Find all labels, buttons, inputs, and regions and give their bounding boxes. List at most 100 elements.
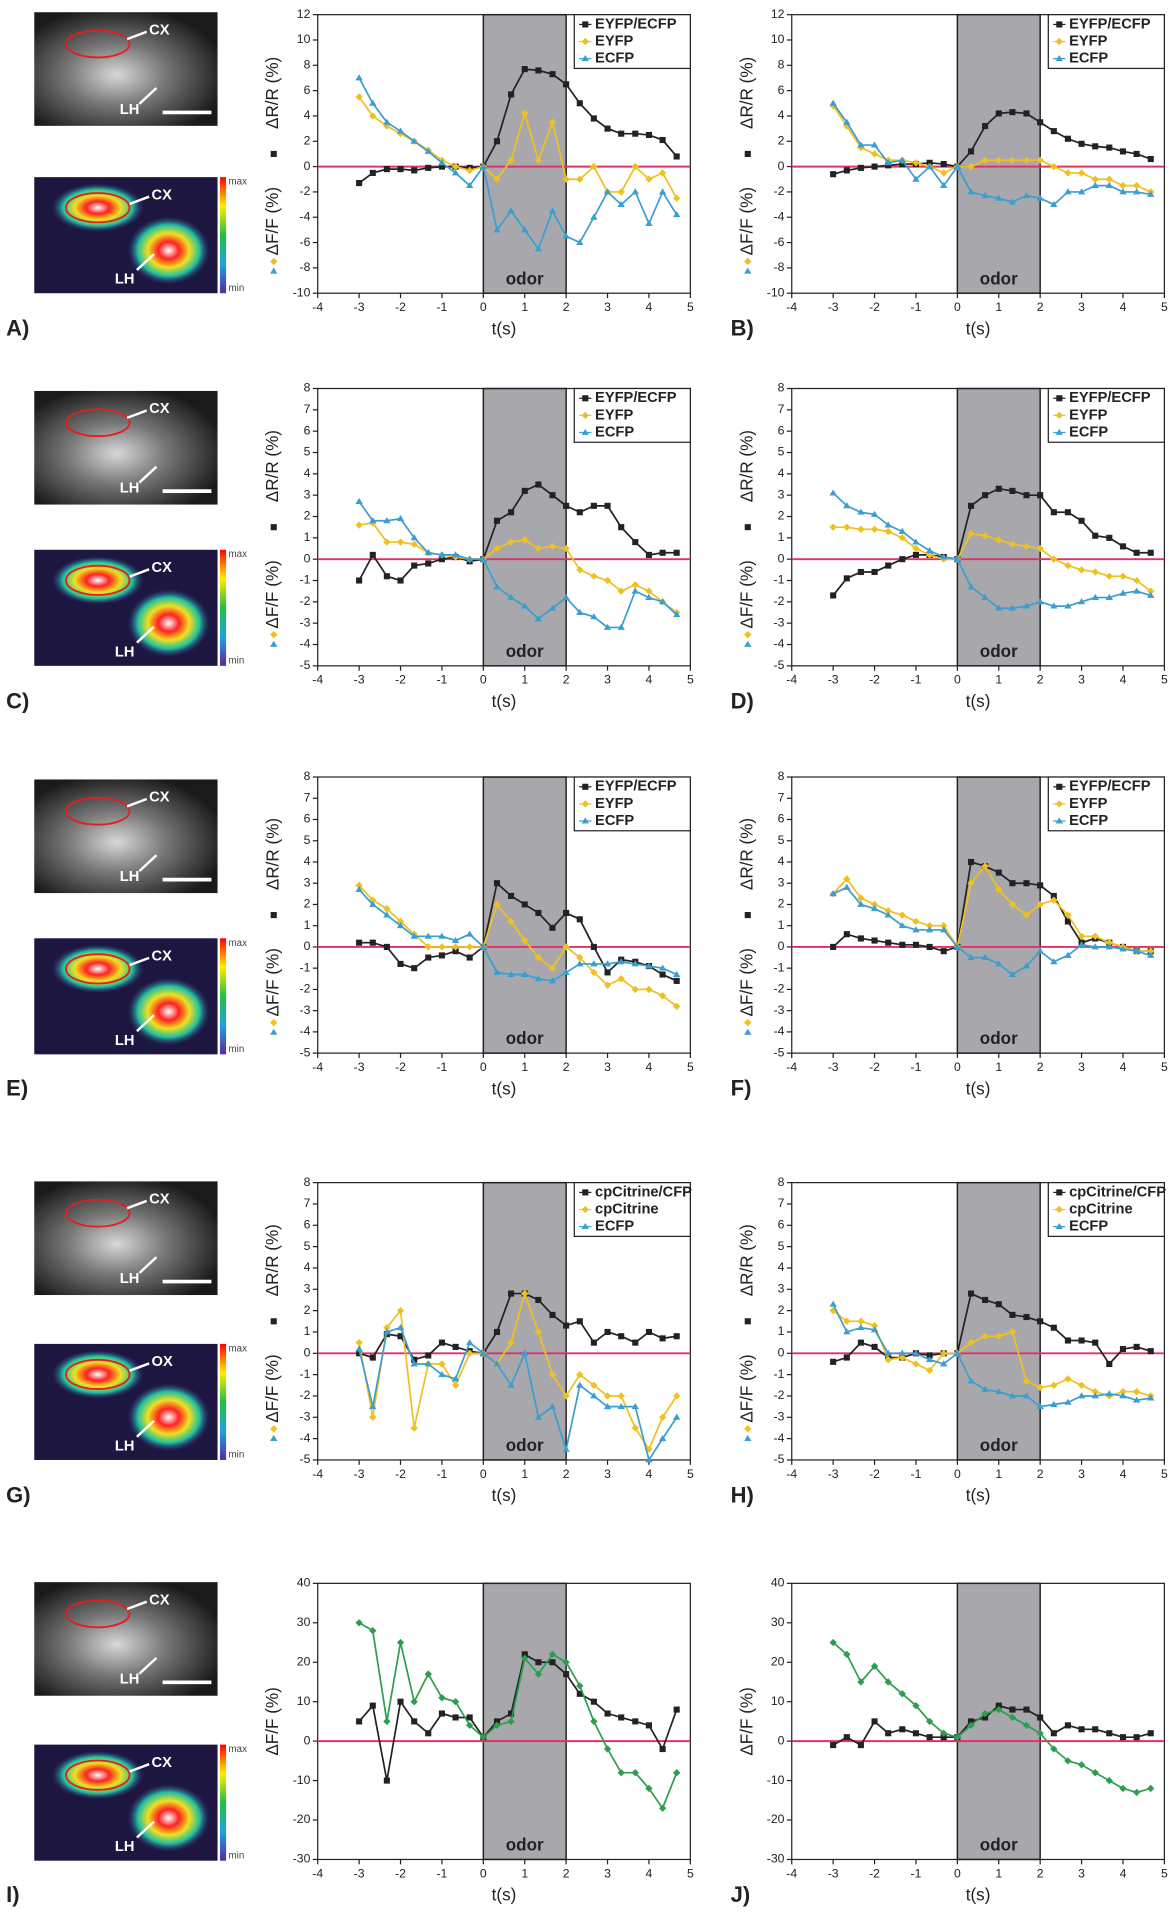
data-point: [549, 924, 556, 931]
y-axis-label: ΔF/F (%): [263, 1687, 282, 1755]
legend-marker: [1055, 428, 1063, 435]
y-tick-label: -3: [774, 1003, 785, 1017]
x-tick-label: 4: [1120, 300, 1127, 314]
data-point: [1064, 1375, 1072, 1383]
legend-glyph: [270, 1434, 278, 1442]
data-point: [451, 162, 460, 171]
y-tick-label: 7: [304, 402, 311, 416]
y-tick-label: 20: [771, 1654, 785, 1668]
data-point: [1119, 1392, 1127, 1399]
y-tick-label: 3: [778, 487, 785, 501]
blob: [51, 1750, 145, 1800]
x-tick-label: 2: [563, 1866, 570, 1880]
x-tick-label: 5: [687, 673, 694, 687]
data-point: [1132, 181, 1141, 190]
data-point: [356, 180, 363, 187]
data-point: [899, 1726, 906, 1733]
y-tick-label: -30: [293, 1852, 311, 1866]
data-point: [1064, 1757, 1072, 1765]
stimulus-window: [482, 13, 567, 294]
data-point: [967, 188, 975, 195]
data-point: [1091, 593, 1099, 601]
data-point: [898, 534, 906, 542]
y-tick-label: 0: [778, 1733, 785, 1747]
data-point: [884, 907, 892, 915]
data-point: [940, 926, 948, 933]
data-point: [645, 551, 652, 558]
data-point: [1050, 555, 1058, 563]
data-point: [884, 1356, 892, 1364]
y-tick-label: 8: [778, 58, 785, 72]
data-point: [603, 981, 612, 989]
plot-frame: [791, 1182, 1165, 1461]
data-point: [925, 546, 934, 554]
data-point: [548, 977, 557, 984]
data-point: [1009, 487, 1016, 494]
data-point: [383, 1717, 391, 1726]
legend-marker: [582, 783, 589, 790]
legend-glyph: [744, 257, 752, 266]
data-point: [521, 970, 529, 977]
data-point: [590, 1392, 598, 1399]
y-tick-label: 8: [304, 769, 311, 783]
y-tick-label: -4: [774, 1024, 785, 1038]
y-tick-label: 1: [778, 1324, 785, 1338]
y-tick-label: -1: [300, 960, 311, 974]
y-tick-label: 4: [304, 466, 311, 480]
y-tick-label: 3: [304, 1282, 311, 1296]
data-point: [1050, 128, 1057, 135]
x-tick-label: 3: [604, 1866, 611, 1880]
data-point: [618, 524, 625, 531]
x-axis-label: t(s): [966, 692, 991, 711]
data-point: [425, 954, 432, 961]
data-point: [604, 969, 611, 976]
data-point: [604, 1328, 611, 1336]
data-point: [1050, 1400, 1058, 1407]
data-point: [1092, 532, 1099, 539]
legend-marker: [582, 21, 589, 28]
x-tick-label: 3: [1078, 1060, 1085, 1074]
data-point: [953, 1733, 962, 1741]
data-point: [1037, 1714, 1044, 1721]
cx-label: CX: [149, 22, 170, 38]
stimulus-label: odor: [980, 1029, 1018, 1048]
lh-label: LH: [115, 272, 135, 288]
data-point: [995, 536, 1003, 544]
data-point: [396, 514, 405, 522]
x-tick-label: -2: [869, 1060, 880, 1074]
data-point: [1077, 598, 1086, 605]
y-tick-label: 5: [304, 833, 311, 847]
data-point: [493, 1718, 501, 1725]
data-point: [1119, 181, 1127, 190]
data-point: [1036, 900, 1044, 909]
data-point: [631, 1769, 639, 1777]
legend-box: [573, 776, 691, 832]
x-tick-label: 5: [1161, 300, 1168, 314]
x-tick-label: -4: [786, 1467, 797, 1481]
data-point: [829, 489, 837, 496]
data-point: [562, 943, 570, 951]
data-point: [631, 960, 639, 967]
y-axis-label: ΔR/R (%): [737, 818, 756, 890]
data-point: [843, 1734, 850, 1741]
legend-marker: [581, 800, 589, 808]
y-tick-label: 10: [771, 32, 785, 46]
y-axis-label: ΔR/R (%): [263, 818, 282, 890]
data-point: [590, 968, 598, 977]
data-point: [535, 1296, 542, 1304]
data-point: [1147, 1348, 1154, 1355]
data-point: [645, 131, 652, 138]
lh-label: LH: [115, 1438, 135, 1454]
legend-label: ECFP: [595, 813, 634, 829]
data-point: [1147, 190, 1155, 197]
data-point: [645, 1722, 652, 1729]
legend-marker: [1056, 1189, 1063, 1196]
legend-marker: [582, 1189, 589, 1196]
x-tick-label: -1: [436, 300, 447, 314]
data-point: [898, 911, 906, 919]
y-tick-label: 8: [304, 381, 311, 395]
data-point: [857, 508, 865, 515]
data-point: [355, 1338, 363, 1347]
